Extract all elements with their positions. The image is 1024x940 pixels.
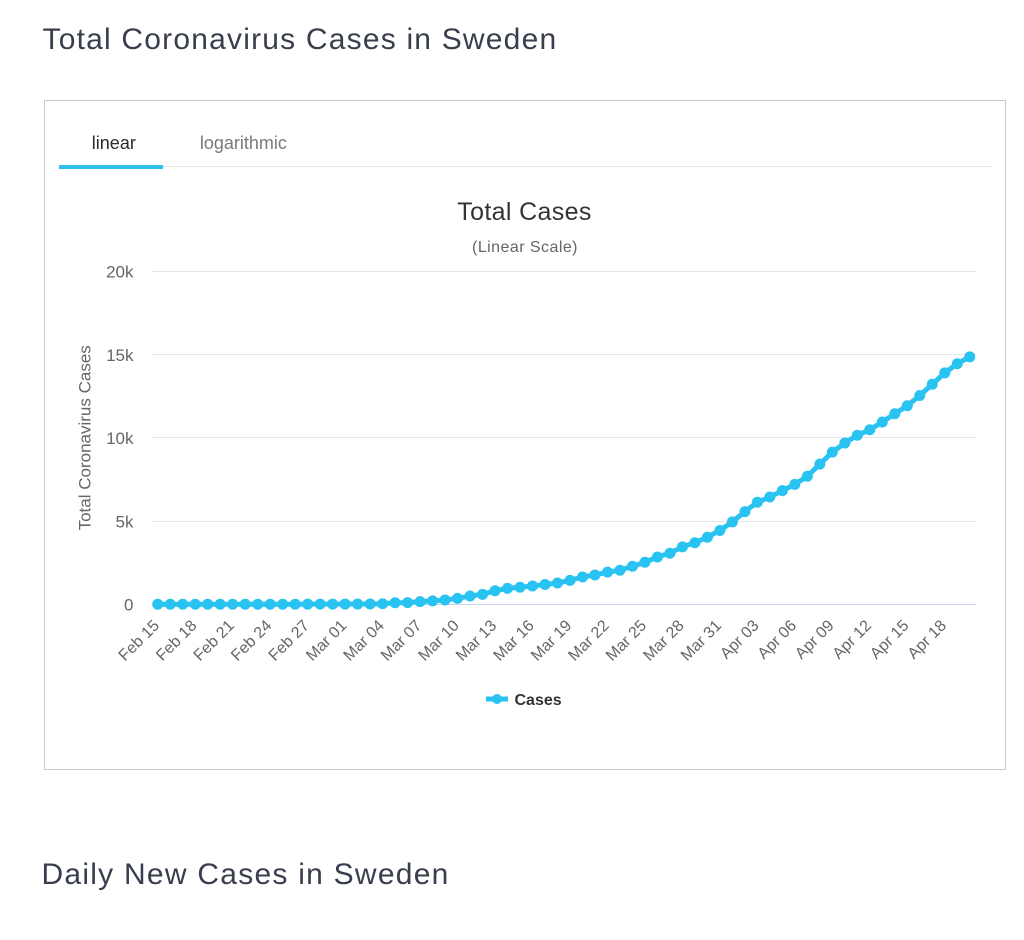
svg-text:(Linear Scale): (Linear Scale) [472,239,578,256]
svg-text:Mar 07: Mar 07 [378,617,425,664]
svg-text:Feb 15: Feb 15 [116,617,163,664]
svg-text:Mar 13: Mar 13 [453,617,500,664]
svg-text:Cases: Cases [515,692,562,709]
svg-text:15k: 15k [106,346,134,365]
svg-text:Total Coronavirus Cases: Total Coronavirus Cases [76,345,95,530]
svg-text:Mar 31: Mar 31 [678,617,725,664]
svg-text:10k: 10k [106,429,134,448]
svg-text:Mar 28: Mar 28 [640,617,687,664]
svg-text:0: 0 [124,596,133,615]
svg-text:Apr 15: Apr 15 [867,617,912,662]
svg-text:Apr 18: Apr 18 [905,617,950,662]
svg-text:Mar 16: Mar 16 [491,617,538,664]
svg-text:Mar 25: Mar 25 [603,617,650,664]
svg-text:Total Cases: Total Cases [457,198,591,226]
svg-text:20k: 20k [106,263,134,282]
svg-text:Feb 24: Feb 24 [228,617,275,664]
svg-text:Mar 10: Mar 10 [416,617,463,664]
svg-text:Apr 06: Apr 06 [755,617,800,662]
svg-text:Feb 18: Feb 18 [153,617,200,664]
svg-text:Mar 01: Mar 01 [303,617,350,664]
svg-text:Mar 19: Mar 19 [528,617,575,664]
svg-text:Apr 09: Apr 09 [792,617,837,662]
svg-text:5k: 5k [116,512,134,531]
svg-text:Mar 04: Mar 04 [341,617,388,664]
svg-text:Mar 22: Mar 22 [565,617,612,664]
svg-text:Feb 27: Feb 27 [266,617,313,664]
svg-text:Apr 12: Apr 12 [830,617,875,662]
svg-text:Feb 21: Feb 21 [191,617,238,664]
svg-text:Apr 03: Apr 03 [717,617,762,662]
